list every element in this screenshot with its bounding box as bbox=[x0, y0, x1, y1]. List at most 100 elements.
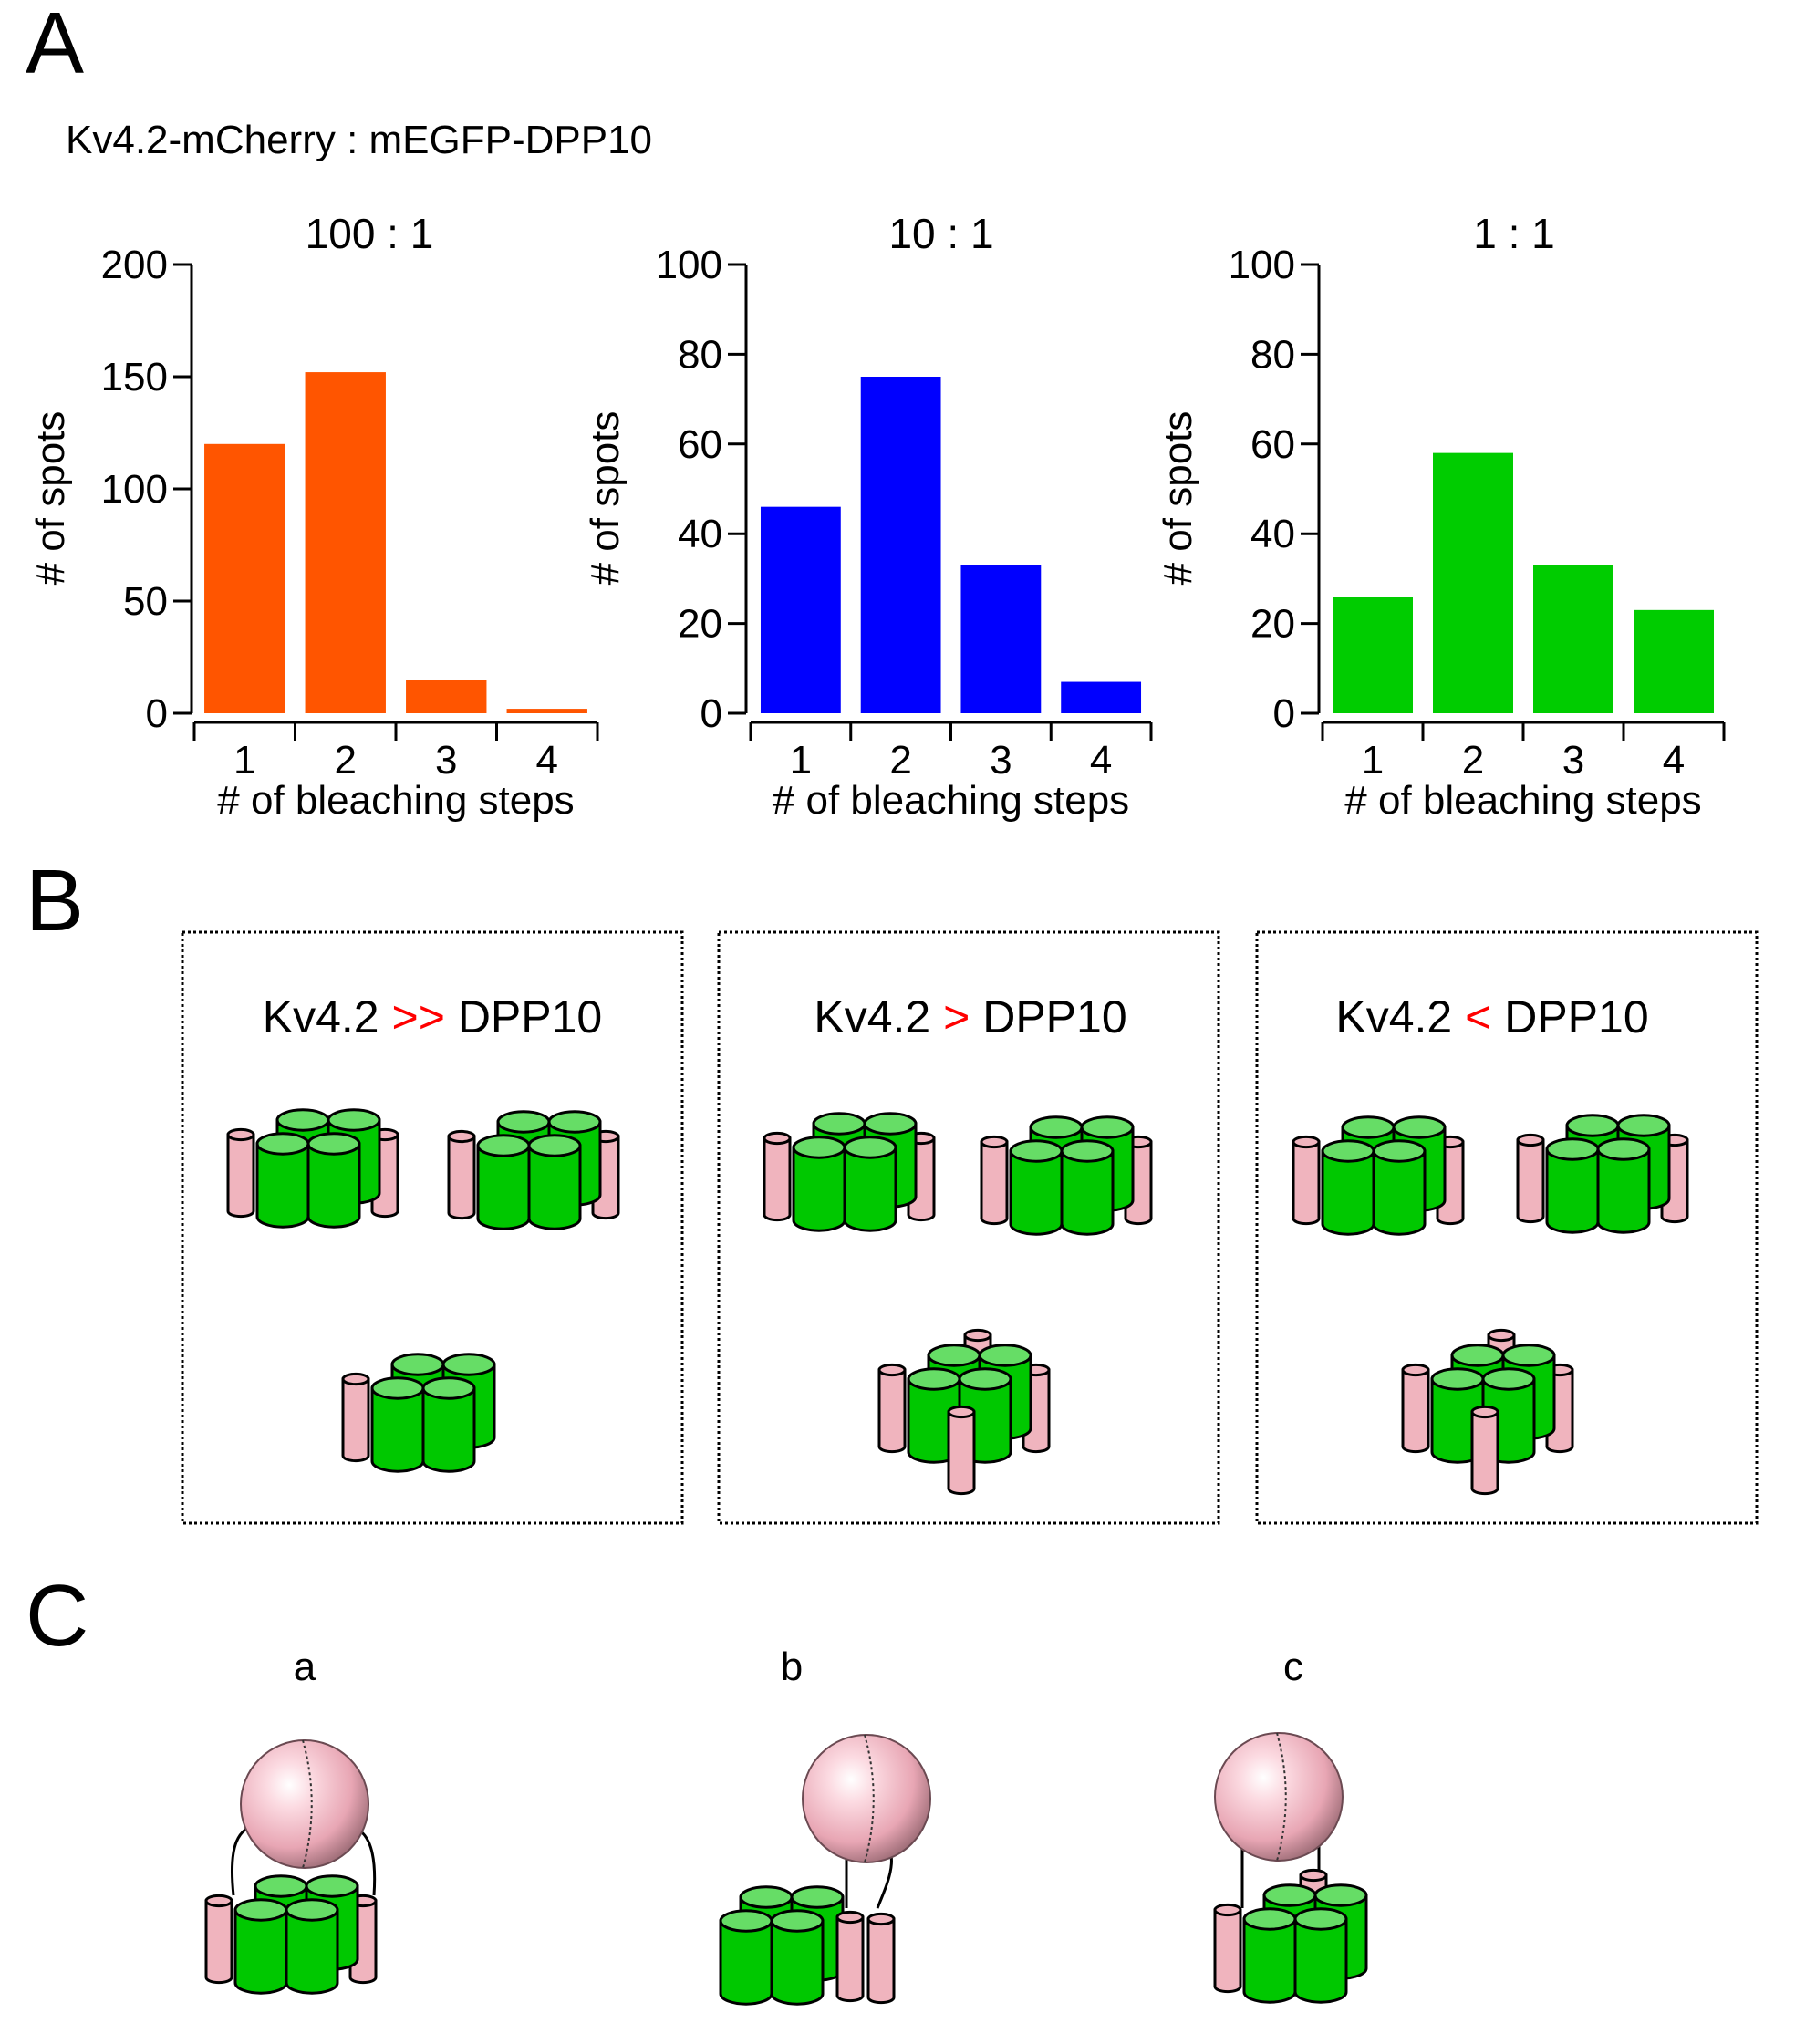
dpp10-extracellular-domain bbox=[802, 1734, 931, 1863]
dpp10-subunit-body bbox=[1213, 1908, 1242, 1994]
chart-1: 100 : 1 0 50 100 150 200 # of spots 1 2 3 4# of bl… bbox=[28, 210, 599, 823]
chart-title: 100 : 1 bbox=[306, 210, 434, 257]
dpp10-subunit-body bbox=[866, 1917, 896, 2005]
kv42-subunit-body bbox=[370, 1386, 425, 1473]
kv42-subunit-top bbox=[370, 1376, 425, 1400]
y-tick-label: 100 bbox=[101, 467, 168, 512]
dpp10-subunit bbox=[1213, 1903, 1242, 1994]
dpp10-subunit-body bbox=[980, 1140, 1009, 1226]
dpp10-subunit-top bbox=[835, 1910, 865, 1925]
kv42-subunit-top bbox=[1450, 1344, 1505, 1367]
channel-complexes-b bbox=[226, 1108, 1689, 1496]
kv42-subunit-top bbox=[1392, 1115, 1447, 1139]
dpp10-subunit bbox=[1516, 1133, 1545, 1224]
dpp10-subunit-top bbox=[1292, 1135, 1321, 1149]
kv42-subunit-top bbox=[1080, 1115, 1135, 1139]
kv42-subunit-body bbox=[1596, 1147, 1651, 1234]
y-axis-label: # of spots bbox=[1156, 411, 1200, 586]
kv42-subunit-top bbox=[421, 1376, 476, 1400]
kv42-subunit-body bbox=[1242, 1917, 1297, 2004]
dpp10-subunit-top bbox=[1470, 1405, 1499, 1419]
kv42-subunit-top bbox=[1616, 1114, 1671, 1137]
x-axis-label: # of bleaching steps bbox=[1344, 778, 1701, 823]
bar bbox=[305, 372, 386, 713]
dpp10-subunit-top bbox=[947, 1405, 976, 1419]
dpp10-subunit-top bbox=[1487, 1328, 1516, 1343]
dpp10-subunit bbox=[763, 1131, 792, 1222]
x-tick-label: 4 bbox=[536, 738, 558, 783]
kv42-subunit bbox=[792, 1136, 846, 1232]
kv42-subunit-top bbox=[978, 1344, 1032, 1367]
x-tick-label: 3 bbox=[435, 738, 457, 783]
y-tick-label: 100 bbox=[1229, 243, 1295, 287]
kv42-subunit-top bbox=[254, 1874, 308, 1898]
bar bbox=[1533, 565, 1613, 713]
sphere-body bbox=[240, 1739, 369, 1869]
kv-dpp-complex bbox=[1516, 1114, 1689, 1234]
channel-complexes-c bbox=[204, 1732, 1368, 2006]
kv42-subunit bbox=[770, 1909, 825, 2006]
kv42-subunit-body bbox=[1293, 1917, 1348, 2004]
kv42-subunit-body bbox=[476, 1144, 531, 1230]
kv42-subunit-top bbox=[1545, 1137, 1600, 1161]
kv42-subunit bbox=[1372, 1139, 1427, 1236]
y-axis-label: # of spots bbox=[583, 411, 628, 586]
dpp10-subunit-body bbox=[447, 1135, 476, 1220]
kv42-subunit-body bbox=[1545, 1147, 1600, 1234]
dpp10-subunit-top bbox=[341, 1372, 370, 1386]
dpp10-subunit bbox=[341, 1372, 370, 1463]
kv42-subunit bbox=[1321, 1139, 1375, 1236]
kv42-subunit bbox=[1009, 1139, 1064, 1236]
panel-c-label-a: a bbox=[294, 1645, 316, 1689]
kv42-subunit bbox=[1060, 1139, 1115, 1236]
chart-3: 1 : 1 0 20 40 60 80 100 # of spots 1 2 3 4# of blea… bbox=[1156, 210, 1726, 823]
kv42-subunit-body bbox=[421, 1386, 476, 1473]
dpp10-subunit-top bbox=[226, 1127, 255, 1142]
kv42-subunit-top bbox=[927, 1344, 981, 1367]
x-tick-label: 3 bbox=[990, 738, 1012, 783]
kv42-subunit bbox=[1545, 1137, 1600, 1234]
x-tick-label: 4 bbox=[1663, 738, 1685, 783]
kv42-subunit bbox=[1596, 1137, 1651, 1234]
dpp10-subunit bbox=[447, 1129, 476, 1220]
dpp10-subunit-top bbox=[447, 1129, 476, 1144]
kv42-subunit-top bbox=[1321, 1139, 1375, 1163]
y-tick-label: 100 bbox=[656, 243, 722, 287]
kv42-subunit-top bbox=[1009, 1139, 1064, 1163]
kv42-subunit-body bbox=[1372, 1149, 1427, 1236]
kv42-subunit-body bbox=[527, 1144, 582, 1230]
dpp10-subunit-body bbox=[877, 1368, 907, 1454]
x-axis-label: # of bleaching steps bbox=[217, 778, 574, 823]
y-tick-label: 20 bbox=[678, 602, 722, 647]
kv42-subunit bbox=[476, 1134, 531, 1230]
panel-letter-a: A bbox=[26, 0, 85, 92]
kv42-subunit-body bbox=[233, 1908, 288, 1995]
y-tick-label: 150 bbox=[101, 355, 168, 399]
x-tick-label: 4 bbox=[1090, 738, 1112, 783]
dpp10-subunit-body bbox=[341, 1377, 370, 1463]
kv42-subunit-top bbox=[1029, 1115, 1084, 1139]
dpp10-subunit-top bbox=[1299, 1868, 1328, 1883]
kv42-subunit-top bbox=[285, 1898, 339, 1922]
kv42-subunit bbox=[421, 1376, 476, 1473]
kv42-subunit-top bbox=[863, 1112, 918, 1136]
panel-c-group: a b c bbox=[204, 1645, 1368, 2006]
kv-dpp-complex bbox=[763, 1112, 936, 1232]
sphere-body bbox=[1214, 1732, 1344, 1862]
y-tick-label: 40 bbox=[1250, 512, 1295, 556]
kv42-subunit-top bbox=[255, 1132, 310, 1156]
dpp10-extracellular-domain bbox=[1214, 1732, 1344, 1862]
condition-box-2 bbox=[717, 930, 1220, 1525]
kv42-subunit bbox=[255, 1132, 310, 1229]
kv42-subunit-top bbox=[843, 1136, 898, 1159]
bar bbox=[1634, 609, 1714, 713]
kv42-subunit-body bbox=[1060, 1149, 1115, 1236]
kv-dpp-complex bbox=[980, 1115, 1153, 1236]
dpp10-subunit-body bbox=[835, 1915, 865, 2003]
x-tick-label: 1 bbox=[790, 738, 812, 783]
kv42-subunit-top bbox=[547, 1110, 602, 1134]
dpp10-subunit-body bbox=[226, 1133, 255, 1219]
kv-dpp-complex bbox=[1292, 1115, 1465, 1236]
kv42-subunit bbox=[527, 1134, 582, 1230]
